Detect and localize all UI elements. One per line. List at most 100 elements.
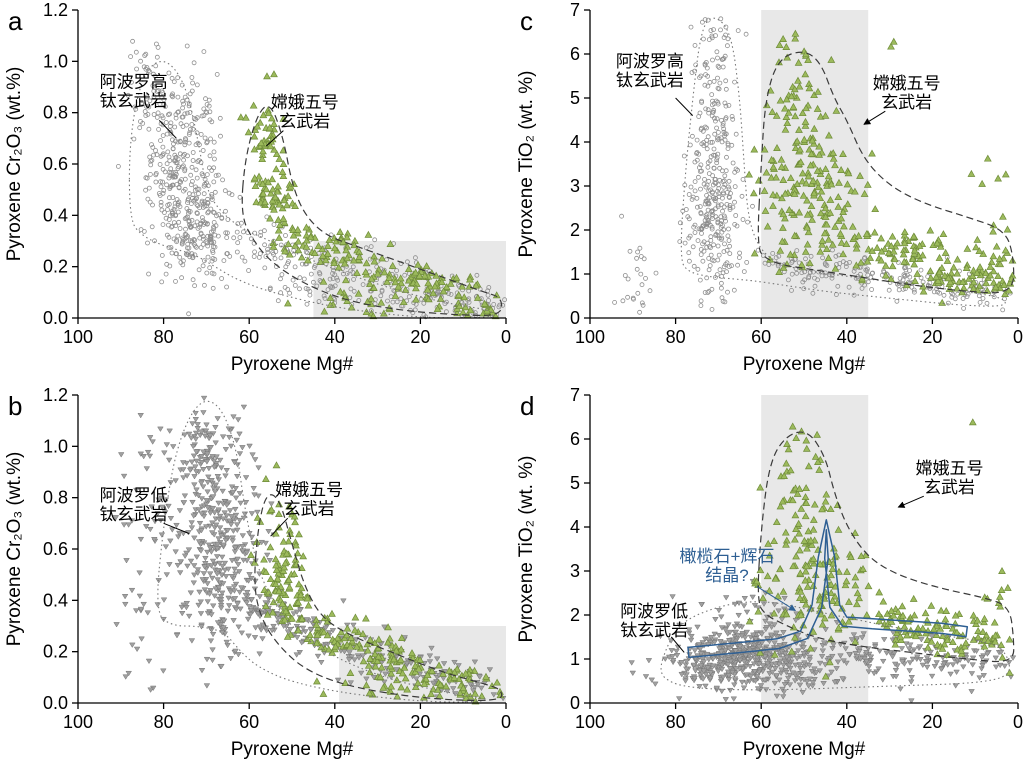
y-axis-label-c: Pyroxene TiO₂ (wt. %) bbox=[516, 71, 537, 258]
x-tick-label: 20 bbox=[922, 327, 942, 347]
y-axis-label-a: Pyroxene Cr₂O₃ (wt.%) bbox=[4, 67, 25, 262]
annotation-a-1: 嫦娥五号玄武岩 bbox=[271, 93, 339, 131]
y-tick-label: 0.6 bbox=[43, 539, 68, 559]
x-tick-label: 20 bbox=[922, 712, 942, 732]
annotation-d-0: 嫦娥五号玄武岩 bbox=[916, 459, 984, 497]
y-tick-label: 0.2 bbox=[43, 642, 68, 662]
x-tick-label: 100 bbox=[575, 712, 605, 732]
annotation-b-0: 阿波罗低钛玄武岩 bbox=[100, 486, 168, 524]
axes-c: 100 80 60 40 20 0 0 1 2 3 4 5 6 7 bbox=[570, 0, 1023, 347]
y-axis-label-d: Pyroxene TiO₂ (wt. %) bbox=[516, 456, 537, 643]
annotation-c-1: 嫦娥五号玄武岩 bbox=[873, 74, 941, 112]
y-tick-label: 0 bbox=[570, 693, 580, 713]
leader-line-c-1 bbox=[863, 110, 886, 125]
leader-line-d-1 bbox=[756, 585, 796, 612]
envelope-b-dotted bbox=[157, 400, 488, 703]
envelope-d-dashed bbox=[757, 431, 1015, 663]
annotation-d-1: 橄榄石+辉石结晶? bbox=[680, 547, 775, 585]
panel-a: 阿波罗高钛玄武岩 嫦娥五号玄武岩 100 80 60 40 20 0 0.0 0.2 0.4 0.6 0… bbox=[0, 0, 512, 385]
leader-line-c-0 bbox=[675, 97, 694, 116]
x-tick-label: 80 bbox=[666, 712, 686, 732]
y-tick-label: 0.8 bbox=[43, 488, 68, 508]
x-tick-label: 0 bbox=[501, 327, 511, 347]
x-tick-label: 100 bbox=[63, 712, 93, 732]
envelope-a-dotted bbox=[128, 60, 494, 319]
annotation-a-0: 阿波罗高钛玄武岩 bbox=[100, 73, 168, 111]
y-tick-label: 0.8 bbox=[43, 103, 68, 123]
scatter-plot-b: 阿波罗低钛玄武岩 嫦娥五号玄武岩 100 80 60 40 20 0 0.0 0.2 0.4 0.6 0… bbox=[4, 385, 511, 760]
y-tick-label: 1.0 bbox=[43, 436, 68, 456]
y-tick-label: 7 bbox=[570, 385, 580, 405]
y-tick-label: 6 bbox=[570, 429, 580, 449]
x-tick-label: 60 bbox=[751, 327, 771, 347]
x-tick-label: 60 bbox=[239, 712, 259, 732]
y-tick-label: 1.2 bbox=[43, 385, 68, 405]
y-tick-label: 1.0 bbox=[43, 51, 68, 71]
y-tick-label: 4 bbox=[570, 517, 580, 537]
panel-b: 阿波罗低钛玄武岩 嫦娥五号玄武岩 100 80 60 40 20 0 0.0 0.2 0.4 0.6 0… bbox=[0, 385, 512, 770]
panel-letter-b: b bbox=[8, 391, 22, 421]
annotation-c-0: 阿波罗高钛玄武岩 bbox=[616, 52, 684, 90]
y-tick-label: 3 bbox=[570, 561, 580, 581]
x-tick-label: 0 bbox=[1013, 327, 1023, 347]
annotation-b-1: 嫦娥五号玄武岩 bbox=[275, 481, 343, 519]
y-tick-label: 0.0 bbox=[43, 693, 68, 713]
x-tick-label: 40 bbox=[837, 327, 857, 347]
y-tick-label: 2 bbox=[570, 605, 580, 625]
series-b-0-tri-down bbox=[112, 395, 507, 703]
series-a-0-circle bbox=[116, 38, 508, 320]
panel-letter-a: a bbox=[8, 6, 23, 36]
x-tick-label: 40 bbox=[325, 327, 345, 347]
leader-line-d-2 bbox=[670, 636, 685, 653]
axes-b: 100 80 60 40 20 0 0.0 0.2 0.4 0.6 0.8 1.0 1.2 bbox=[43, 385, 511, 732]
x-tick-label: 0 bbox=[1013, 712, 1023, 732]
x-tick-label: 20 bbox=[410, 327, 430, 347]
y-tick-label: 4 bbox=[570, 132, 580, 152]
envelope-b-dashed bbox=[254, 494, 503, 702]
series-b-1-tri-up bbox=[247, 461, 505, 705]
y-tick-label: 2 bbox=[570, 220, 580, 240]
y-tick-label: 1 bbox=[570, 649, 580, 669]
y-tick-label: 1.2 bbox=[43, 0, 68, 20]
x-tick-label: 100 bbox=[63, 327, 93, 347]
y-tick-label: 0.0 bbox=[43, 308, 68, 328]
y-tick-label: 3 bbox=[570, 176, 580, 196]
x-tick-label: 40 bbox=[325, 712, 345, 732]
y-tick-label: 5 bbox=[570, 473, 580, 493]
y-tick-label: 5 bbox=[570, 88, 580, 108]
leader-line-a-1 bbox=[265, 130, 284, 147]
x-axis-label-c: Pyroxene Mg# bbox=[743, 354, 866, 375]
x-tick-label: 80 bbox=[666, 327, 686, 347]
series-c-0-circle bbox=[612, 16, 1013, 315]
x-tick-label: 100 bbox=[575, 327, 605, 347]
x-tick-label: 80 bbox=[154, 712, 174, 732]
envelope-a-dashed bbox=[241, 105, 503, 317]
leader-line-d-0 bbox=[897, 495, 924, 508]
y-tick-label: 0.4 bbox=[43, 590, 68, 610]
y-tick-label: 0.4 bbox=[43, 205, 68, 225]
x-tick-label: 60 bbox=[751, 712, 771, 732]
leader-line-a-0 bbox=[158, 120, 177, 139]
scatter-plot-c: 阿波罗高钛玄武岩 嫦娥五号玄武岩 100 80 60 40 20 0 0 1 2 3 4 5 6 7 Pyrox… bbox=[516, 0, 1023, 375]
x-axis-label-d: Pyroxene Mg# bbox=[743, 739, 866, 760]
x-tick-label: 60 bbox=[239, 327, 259, 347]
y-tick-label: 7 bbox=[570, 0, 580, 20]
envelope-c-dashed bbox=[757, 51, 1015, 294]
x-tick-label: 20 bbox=[410, 712, 430, 732]
axes-a: 100 80 60 40 20 0 0.0 0.2 0.4 0.6 0.8 1.0 1.2 bbox=[43, 0, 511, 347]
x-tick-label: 0 bbox=[501, 712, 511, 732]
leader-line-b-0 bbox=[163, 522, 190, 535]
series-a-1-tri-up bbox=[237, 70, 501, 320]
scatter-plot-a: 阿波罗高钛玄武岩 嫦娥五号玄武岩 100 80 60 40 20 0 0.0 0.2 0.4 0.6 0… bbox=[4, 0, 511, 375]
x-tick-label: 80 bbox=[154, 327, 174, 347]
y-tick-label: 6 bbox=[570, 44, 580, 64]
x-tick-label: 40 bbox=[837, 712, 857, 732]
y-tick-label: 0.2 bbox=[43, 257, 68, 277]
axes-d: 100 80 60 40 20 0 0 1 2 3 4 5 6 7 bbox=[570, 385, 1023, 732]
leader-line-b-1 bbox=[270, 517, 289, 537]
panel-letter-c: c bbox=[520, 6, 533, 36]
crystallization-trend-outline bbox=[687, 519, 969, 659]
